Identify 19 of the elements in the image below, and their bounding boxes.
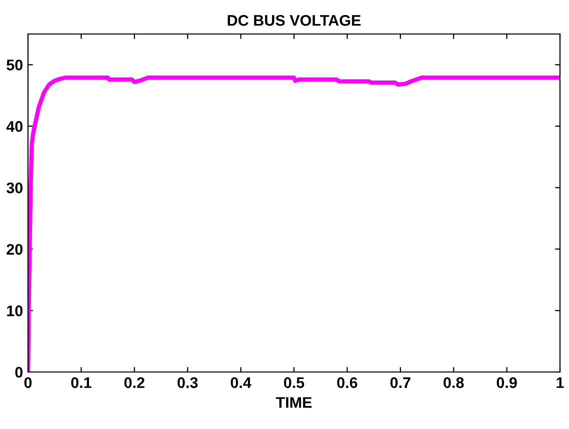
- x-tick-label: 0.4: [230, 377, 252, 388]
- x-tick-label: 0.8: [444, 377, 464, 388]
- y-tick-label: 10: [7, 305, 23, 316]
- y-tick-label: 20: [6, 244, 23, 255]
- x-tick-label: 0.3: [178, 377, 198, 388]
- y-tick-label: 0: [15, 366, 23, 378]
- x-tick-label: 0.7: [390, 377, 410, 388]
- y-tick-label: 50: [6, 60, 23, 70]
- y-tick-label: 40: [6, 121, 23, 132]
- x-tick-label: 0.6: [337, 377, 358, 388]
- x-tick-label: 0: [24, 377, 32, 388]
- y-tick-label: 30: [6, 182, 23, 194]
- x-tick-label: 0.9: [496, 377, 517, 388]
- x-tick-label: 0.1: [71, 377, 92, 388]
- chart-title: DC BUS VOLTAGE: [228, 15, 361, 26]
- x-tick-label: 0.5: [284, 377, 304, 388]
- x-axis-title: TIME: [276, 397, 312, 408]
- x-tick-label: 1: [556, 377, 564, 388]
- x-tick-label: 0.2: [124, 377, 144, 388]
